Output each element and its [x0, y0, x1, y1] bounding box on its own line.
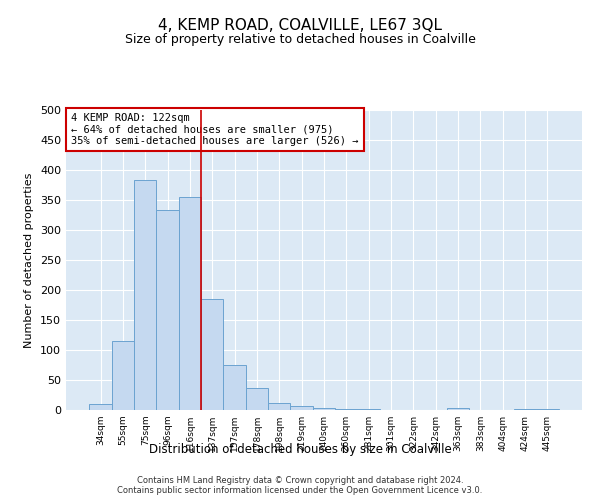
Bar — [179, 197, 201, 410]
Y-axis label: Number of detached properties: Number of detached properties — [25, 172, 34, 348]
Text: Size of property relative to detached houses in Coalville: Size of property relative to detached ho… — [125, 32, 475, 46]
Bar — [313, 408, 335, 410]
Bar — [112, 341, 134, 410]
Bar — [201, 299, 223, 410]
Bar — [290, 406, 313, 410]
Bar — [134, 180, 157, 410]
Text: 4, KEMP ROAD, COALVILLE, LE67 3QL: 4, KEMP ROAD, COALVILLE, LE67 3QL — [158, 18, 442, 32]
Bar — [536, 409, 559, 410]
Bar — [89, 404, 112, 410]
Bar — [268, 404, 290, 410]
Bar — [157, 210, 179, 410]
Bar — [447, 408, 469, 410]
Text: 4 KEMP ROAD: 122sqm
← 64% of detached houses are smaller (975)
35% of semi-detac: 4 KEMP ROAD: 122sqm ← 64% of detached ho… — [71, 113, 359, 146]
Text: Distribution of detached houses by size in Coalville: Distribution of detached houses by size … — [149, 442, 451, 456]
Bar — [223, 365, 246, 410]
Bar — [246, 388, 268, 410]
Bar — [514, 409, 536, 410]
Text: Contains HM Land Registry data © Crown copyright and database right 2024.
Contai: Contains HM Land Registry data © Crown c… — [118, 476, 482, 495]
